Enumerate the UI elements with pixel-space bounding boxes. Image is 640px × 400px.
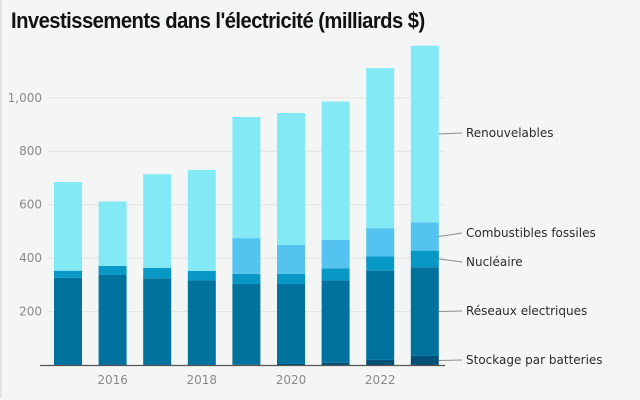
bar-segment-nucl-aire bbox=[143, 267, 172, 279]
legend-leader-line bbox=[438, 310, 463, 313]
bar-stack bbox=[410, 45, 439, 365]
bar-stack bbox=[232, 117, 261, 365]
bar-stack bbox=[98, 201, 127, 365]
x-tick-label: 2018 bbox=[187, 373, 218, 387]
bar-segment-nucl-aire bbox=[410, 250, 439, 268]
bar-segment-r-seaux-electriques bbox=[232, 284, 261, 365]
bar-segment-combustibles-fossiles bbox=[232, 238, 261, 274]
bar-segment-renouvelables bbox=[321, 101, 350, 240]
legend-label: Combustibles fossiles bbox=[466, 226, 596, 240]
y-tick-label: 800 bbox=[19, 144, 42, 158]
legend-label: Réseaux electriques bbox=[466, 304, 587, 318]
legend-label: Renouvelables bbox=[466, 126, 554, 140]
bar-segment-renouvelables bbox=[143, 174, 172, 268]
bar-segment-renouvelables bbox=[54, 181, 82, 271]
bar-segment-r-seaux-electriques bbox=[143, 278, 172, 365]
bar-stack bbox=[321, 101, 350, 365]
legend-leader-line bbox=[438, 258, 463, 263]
y-axis-ticks: 200 400 600 800 1,000 bbox=[8, 91, 42, 319]
bar-segment-renouvelables bbox=[98, 201, 127, 266]
bar-segment-nucl-aire bbox=[321, 268, 350, 281]
bar-segment-r-seaux-electriques bbox=[321, 280, 350, 363]
x-tick-label: 2016 bbox=[97, 373, 128, 387]
legend-label: Stockage par batteries bbox=[466, 353, 603, 367]
y-tick-label: 400 bbox=[19, 251, 42, 265]
bar-segment-stockage-par-batteries bbox=[366, 359, 395, 365]
bar-stack bbox=[143, 174, 172, 365]
bar-segment-renouvelables bbox=[366, 68, 395, 229]
x-axis-ticks: 2016 2018 2020 2022 bbox=[97, 373, 395, 387]
bar-segment-combustibles-fossiles bbox=[410, 222, 439, 251]
bar-segment-renouvelables bbox=[277, 113, 305, 246]
bar-segment-r-seaux-electriques bbox=[410, 267, 439, 356]
legend: Stockage par batteries Réseaux electrique… bbox=[438, 126, 603, 367]
bar-segment-renouvelables bbox=[410, 45, 439, 223]
bar-stack bbox=[366, 68, 395, 365]
bar-segment-stockage-par-batteries bbox=[410, 355, 439, 365]
bar-segment-nucl-aire bbox=[232, 273, 261, 285]
bar-segment-renouvelables bbox=[187, 169, 216, 271]
bar-segment-stockage-par-batteries bbox=[321, 362, 350, 365]
bar-stack bbox=[54, 181, 82, 365]
bar-segment-nucl-aire bbox=[187, 270, 216, 281]
bar-segment-r-seaux-electriques bbox=[98, 274, 127, 365]
bar-segment-nucl-aire bbox=[277, 273, 305, 285]
x-tick-label: 2022 bbox=[365, 373, 396, 387]
bar-segment-nucl-aire bbox=[366, 256, 395, 271]
bar-segment-nucl-aire bbox=[98, 265, 127, 275]
bar-stack bbox=[187, 169, 216, 365]
bar-segment-renouvelables bbox=[232, 117, 261, 239]
bars bbox=[54, 45, 439, 365]
bar-segment-combustibles-fossiles bbox=[277, 245, 305, 274]
legend-leader-line bbox=[438, 232, 463, 237]
bar-segment-nucl-aire bbox=[54, 270, 82, 278]
bar-segment-r-seaux-electriques bbox=[54, 277, 82, 365]
bar-stack bbox=[277, 113, 305, 365]
legend-leader-line bbox=[438, 132, 463, 135]
legend-label: Nucléaire bbox=[466, 255, 523, 269]
chart-title: Investissements dans l'électricité (mill… bbox=[11, 8, 425, 33]
bar-segment-r-seaux-electriques bbox=[277, 284, 305, 364]
y-tick-label: 1,000 bbox=[8, 91, 42, 105]
y-tick-label: 600 bbox=[19, 198, 42, 212]
bar-segment-r-seaux-electriques bbox=[187, 280, 216, 365]
bar-segment-r-seaux-electriques bbox=[366, 270, 395, 360]
y-tick-label: 200 bbox=[19, 305, 42, 319]
bar-segment-combustibles-fossiles bbox=[366, 228, 395, 257]
bar-segment-stockage-par-batteries bbox=[277, 363, 305, 365]
bar-segment-combustibles-fossiles bbox=[321, 239, 350, 269]
x-tick-label: 2020 bbox=[276, 373, 307, 387]
